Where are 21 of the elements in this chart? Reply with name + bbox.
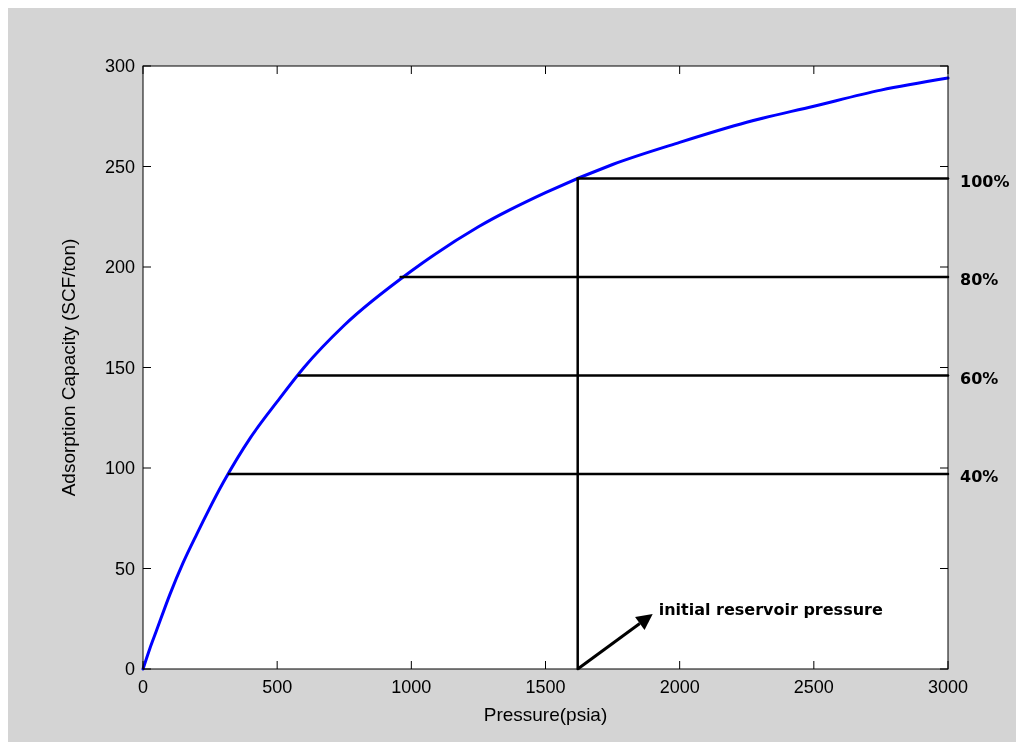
x-tick-label: 2500 bbox=[793, 677, 834, 697]
x-tick-label: 500 bbox=[262, 677, 293, 697]
y-tick-label: 200 bbox=[104, 257, 135, 277]
x-tick-label: 2000 bbox=[659, 677, 700, 697]
legend-label: 60% bbox=[960, 368, 999, 388]
legend-label: 40% bbox=[960, 467, 999, 487]
x-tick-label: 0 bbox=[137, 677, 149, 697]
x-axis-title: Pressure(psia) bbox=[483, 704, 608, 725]
y-tick-label: 0 bbox=[124, 659, 135, 679]
legend-label: 80% bbox=[960, 270, 999, 290]
y-tick-label: 250 bbox=[104, 156, 135, 177]
y-tick-label: 50 bbox=[114, 558, 135, 579]
y-tick-label: 100 bbox=[104, 458, 135, 478]
y-axis-title: Adsorption Capacity (SCF/ton) bbox=[58, 238, 79, 497]
y-tick-label: 300 bbox=[104, 56, 135, 76]
x-tick-label: 1000 bbox=[391, 677, 432, 697]
y-tick-label: 150 bbox=[104, 357, 135, 378]
legend-label: 100% bbox=[960, 171, 1010, 191]
annotation: initial reservoir pressure bbox=[658, 600, 883, 619]
x-tick-label: 3000 bbox=[927, 677, 969, 697]
x-tick-label: 1500 bbox=[525, 677, 566, 697]
